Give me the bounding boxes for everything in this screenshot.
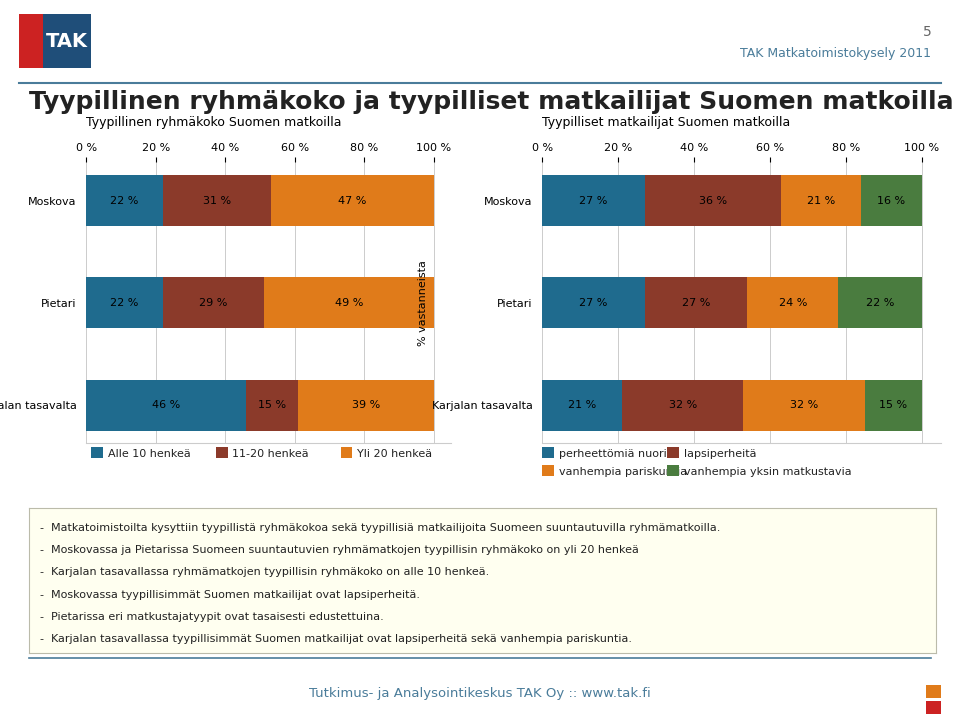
Text: 22 %: 22 %: [866, 298, 895, 308]
Text: 16 %: 16 %: [877, 195, 905, 205]
Text: -  Moskovassa tyypillisimmät Suomen matkailijat ovat lapsiperheitä.: - Moskovassa tyypillisimmät Suomen matka…: [39, 590, 420, 600]
Text: 27 %: 27 %: [580, 195, 608, 205]
Text: -  Moskovassa ja Pietarissa Suomeen suuntautuvien ryhmämatkojen tyypillisin ryhm: - Moskovassa ja Pietarissa Suomeen suunt…: [39, 545, 638, 555]
Text: 39 %: 39 %: [352, 400, 380, 410]
Bar: [86, 278, 163, 328]
Text: 49 %: 49 %: [334, 298, 363, 308]
Text: Tutkimus- ja Analysointikeskus TAK Oy :: www.tak.fi: Tutkimus- ja Analysointikeskus TAK Oy ::…: [309, 687, 651, 700]
Text: 46 %: 46 %: [153, 400, 180, 410]
Text: 15 %: 15 %: [258, 400, 286, 410]
Bar: [861, 175, 922, 226]
Text: 32 %: 32 %: [790, 400, 818, 410]
Bar: [838, 278, 922, 328]
Text: 22 %: 22 %: [110, 195, 139, 205]
Text: 47 %: 47 %: [338, 195, 367, 205]
Text: -  Karjalan tasavallassa ryhmämatkojen tyypillisin ryhmäkoko on alle 10 henkeä.: - Karjalan tasavallassa ryhmämatkojen ty…: [39, 567, 489, 578]
Text: Tyypilliset matkailijat Suomen matkoilla: Tyypilliset matkailijat Suomen matkoilla: [542, 116, 791, 129]
Text: 29 %: 29 %: [199, 298, 228, 308]
Text: vanhempia yksin matkustavia: vanhempia yksin matkustavia: [684, 466, 852, 477]
Bar: [645, 278, 747, 328]
Text: 15 %: 15 %: [879, 400, 907, 410]
Bar: [86, 379, 246, 430]
Bar: [246, 379, 299, 430]
Text: 24 %: 24 %: [779, 298, 807, 308]
Bar: [645, 175, 781, 226]
Bar: [163, 278, 264, 328]
Text: perheettömiä nuoria: perheettömiä nuoria: [559, 448, 673, 459]
Text: -  Matkatoimistoilta kysyttiin tyypillistä ryhmäkokoa sekä tyypillisiä matkailij: - Matkatoimistoilta kysyttiin tyypillist…: [39, 523, 720, 533]
Text: TAK: TAK: [46, 32, 88, 50]
Text: 5: 5: [923, 25, 931, 39]
Text: Tyypillinen ryhmäkoko Suomen matkoilla: Tyypillinen ryhmäkoko Suomen matkoilla: [86, 116, 342, 129]
Text: 27 %: 27 %: [682, 298, 710, 308]
Bar: [781, 175, 861, 226]
Text: 31 %: 31 %: [203, 195, 230, 205]
Text: vanhempia pariskuntia: vanhempia pariskuntia: [559, 466, 686, 477]
Text: Alle 10 henkeä: Alle 10 henkeä: [108, 448, 190, 459]
Bar: [542, 379, 622, 430]
Text: TAK Matkatoimistokysely 2011: TAK Matkatoimistokysely 2011: [740, 47, 931, 60]
Bar: [542, 278, 645, 328]
Text: 32 %: 32 %: [669, 400, 697, 410]
Text: Yli 20 henkeä: Yli 20 henkeä: [357, 448, 432, 459]
Bar: [299, 379, 434, 430]
Text: 21 %: 21 %: [807, 195, 835, 205]
Text: lapsiperheitä: lapsiperheitä: [684, 448, 756, 459]
Bar: [542, 175, 645, 226]
Text: 36 %: 36 %: [699, 195, 728, 205]
Text: 27 %: 27 %: [580, 298, 608, 308]
Text: -  Pietarissa eri matkustajatyypit ovat tasaisesti edustettuina.: - Pietarissa eri matkustajatyypit ovat t…: [39, 612, 383, 622]
Text: 21 %: 21 %: [568, 400, 596, 410]
Text: Tyypillinen ryhmäkoko ja tyypilliset matkailijat Suomen matkoilla: Tyypillinen ryhmäkoko ja tyypilliset mat…: [29, 90, 953, 114]
Text: 22 %: 22 %: [110, 298, 139, 308]
Text: -  Karjalan tasavallassa tyypillisimmät Suomen matkailijat ovat lapsiperheitä se: - Karjalan tasavallassa tyypillisimmät S…: [39, 634, 632, 645]
Bar: [271, 175, 434, 226]
Y-axis label: % vastanneista: % vastanneista: [418, 260, 427, 346]
Bar: [264, 278, 434, 328]
Text: 11-20 henkeä: 11-20 henkeä: [232, 448, 309, 459]
Bar: [622, 379, 743, 430]
Bar: [747, 278, 838, 328]
Bar: [163, 175, 271, 226]
Bar: [865, 379, 922, 430]
Bar: [743, 379, 865, 430]
Bar: [86, 175, 163, 226]
